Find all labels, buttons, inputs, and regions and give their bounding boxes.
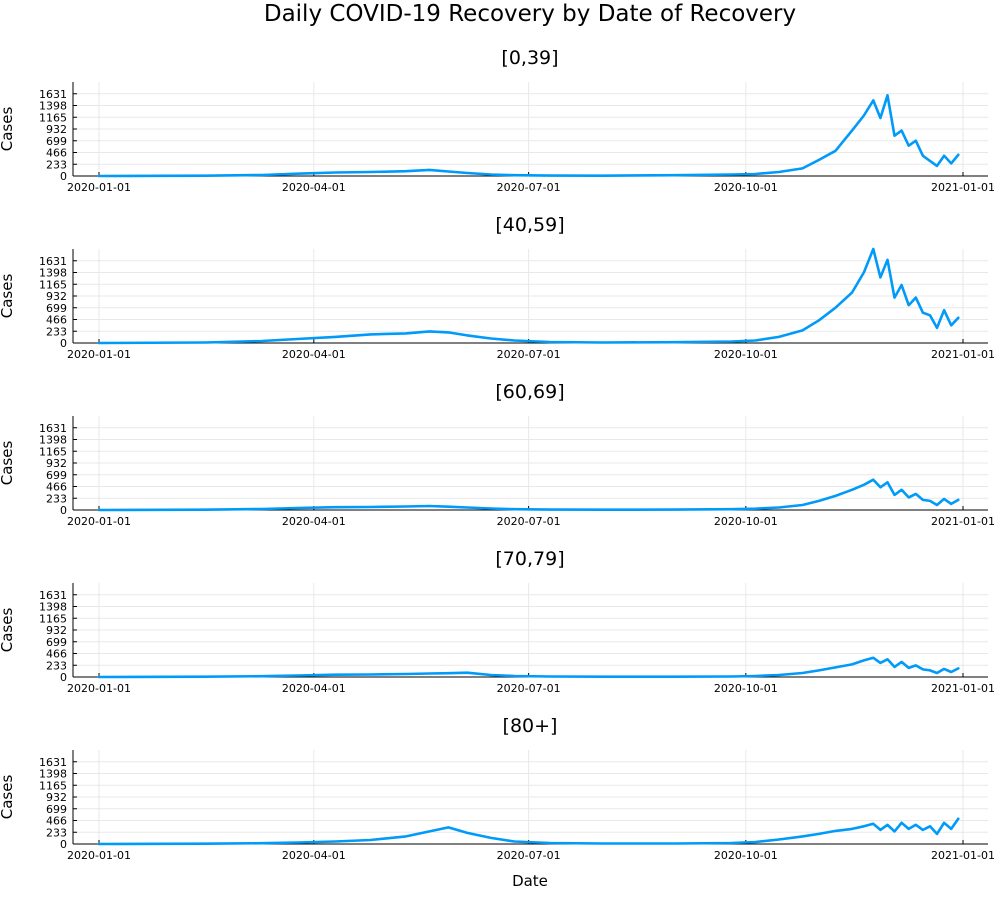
y-tick-label: 1165 (39, 278, 67, 291)
y-tick-label: 699 (46, 636, 67, 649)
panel-title: [40,59] (495, 214, 564, 236)
series-line (97, 94, 960, 178)
x-tick-label: 2020-10-01 (714, 682, 778, 695)
y-tick-label: 0 (60, 170, 67, 183)
y-axis-label: Cases (0, 441, 16, 486)
y-tick-label: 0 (60, 838, 67, 851)
x-tick-label: 2020-07-01 (497, 348, 561, 361)
y-tick-label: 1398 (39, 100, 67, 113)
x-tick-label: 2020-10-01 (714, 515, 778, 528)
x-tick-label: 2020-04-01 (282, 181, 346, 194)
y-tick-label: 1165 (39, 779, 67, 792)
x-tick-label: 2021-01-01 (931, 181, 995, 194)
y-tick-label: 932 (46, 791, 67, 804)
y-axis-label: Cases (0, 107, 16, 152)
y-tick-label: 1631 (39, 756, 67, 769)
x-axis-label: Date (512, 872, 548, 890)
x-tick-label: 2020-04-01 (282, 682, 346, 695)
x-tick-label: 2020-04-01 (282, 849, 346, 862)
panel-title: [60,69] (495, 381, 564, 403)
x-tick-label: 2020-01-01 (67, 682, 131, 695)
figure-title: Daily COVID-19 Recovery by Date of Recov… (264, 1, 796, 27)
y-axis-label: Cases (0, 274, 16, 319)
x-tick-label: 2020-10-01 (714, 849, 778, 862)
y-tick-label: 466 (46, 648, 67, 661)
y-tick-label: 699 (46, 302, 67, 315)
y-tick-label: 233 (46, 158, 67, 171)
x-tick-label: 2021-01-01 (931, 515, 995, 528)
x-tick-label: 2020-10-01 (714, 181, 778, 194)
series-line (97, 478, 960, 512)
y-tick-label: 1398 (39, 434, 67, 447)
series-line (97, 817, 960, 846)
y-tick-label: 932 (46, 624, 67, 637)
x-tick-label: 2020-07-01 (497, 682, 561, 695)
y-tick-label: 699 (46, 469, 67, 482)
y-tick-label: 932 (46, 123, 67, 136)
y-tick-label: 1398 (39, 601, 67, 614)
y-tick-label: 233 (46, 826, 67, 839)
x-tick-label: 2020-01-01 (67, 515, 131, 528)
y-tick-label: 466 (46, 314, 67, 327)
y-tick-label: 1165 (39, 111, 67, 124)
x-tick-label: 2020-01-01 (67, 348, 131, 361)
y-tick-label: 466 (46, 481, 67, 494)
x-tick-label: 2020-07-01 (497, 515, 561, 528)
x-tick-label: 2021-01-01 (931, 849, 995, 862)
x-tick-label: 2020-01-01 (67, 849, 131, 862)
y-tick-label: 0 (60, 504, 67, 517)
panel-title: [0,39] (501, 47, 558, 69)
x-tick-label: 2020-10-01 (714, 348, 778, 361)
y-tick-label: 233 (46, 325, 67, 338)
y-tick-label: 1165 (39, 612, 67, 625)
y-axis-label: Cases (0, 775, 16, 820)
y-tick-label: 0 (60, 671, 67, 684)
x-tick-label: 2020-07-01 (497, 849, 561, 862)
y-tick-label: 1398 (39, 267, 67, 280)
y-tick-label: 1631 (39, 255, 67, 268)
x-tick-label: 2020-07-01 (497, 181, 561, 194)
x-tick-label: 2021-01-01 (931, 682, 995, 695)
y-tick-label: 233 (46, 492, 67, 505)
y-tick-label: 1631 (39, 422, 67, 435)
y-tick-label: 0 (60, 337, 67, 350)
y-tick-label: 233 (46, 659, 67, 672)
y-axis-label: Cases (0, 608, 16, 653)
x-tick-label: 2020-01-01 (67, 181, 131, 194)
y-tick-label: 1398 (39, 768, 67, 781)
y-tick-label: 466 (46, 147, 67, 160)
y-tick-label: 466 (46, 815, 67, 828)
series-line (97, 247, 960, 345)
x-tick-label: 2020-04-01 (282, 348, 346, 361)
series-line (97, 656, 960, 679)
y-tick-label: 1631 (39, 589, 67, 602)
y-tick-label: 932 (46, 457, 67, 470)
x-tick-label: 2021-01-01 (931, 348, 995, 361)
panel-title: [70,79] (495, 548, 564, 570)
y-tick-label: 1165 (39, 445, 67, 458)
y-tick-label: 699 (46, 135, 67, 148)
y-tick-label: 699 (46, 803, 67, 816)
y-tick-label: 932 (46, 290, 67, 303)
y-tick-label: 1631 (39, 88, 67, 101)
panel-title: [80+] (503, 715, 558, 737)
x-tick-label: 2020-04-01 (282, 515, 346, 528)
